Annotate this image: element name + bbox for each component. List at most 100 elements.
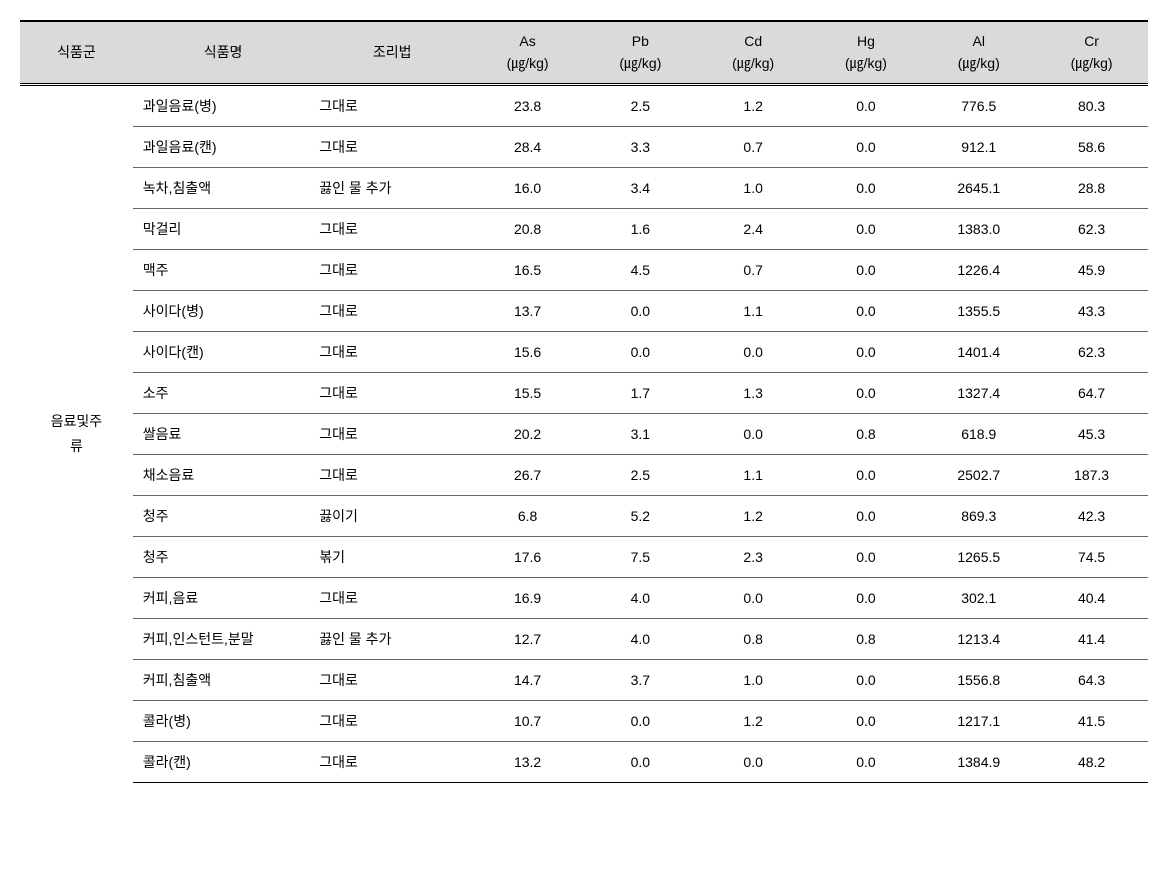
food-name-cell: 쌀음료	[133, 413, 313, 454]
pb-value-cell: 0.0	[584, 290, 697, 331]
method-cell: 끓인 물 추가	[313, 167, 471, 208]
header-cr-label: Cr	[1084, 33, 1099, 49]
al-value-cell: 1213.4	[922, 618, 1035, 659]
cd-value-cell: 0.8	[697, 618, 810, 659]
method-cell: 볶기	[313, 536, 471, 577]
hg-value-cell: 0.0	[810, 700, 923, 741]
al-value-cell: 302.1	[922, 577, 1035, 618]
as-value-cell: 16.5	[471, 249, 584, 290]
header-food: 식품명	[133, 21, 313, 84]
food-name-cell: 청주	[133, 536, 313, 577]
header-pb-label: Pb	[632, 33, 649, 49]
cr-value-cell: 80.3	[1035, 84, 1148, 126]
cd-value-cell: 0.0	[697, 577, 810, 618]
as-value-cell: 20.2	[471, 413, 584, 454]
hg-value-cell: 0.0	[810, 454, 923, 495]
cr-value-cell: 62.3	[1035, 331, 1148, 372]
method-cell: 그대로	[313, 372, 471, 413]
cd-value-cell: 1.1	[697, 454, 810, 495]
cr-value-cell: 42.3	[1035, 495, 1148, 536]
al-value-cell: 1401.4	[922, 331, 1035, 372]
table-row: 맥주그대로16.54.50.70.01226.445.9	[20, 249, 1148, 290]
al-value-cell: 1327.4	[922, 372, 1035, 413]
pb-value-cell: 4.0	[584, 618, 697, 659]
food-name-cell: 커피,음료	[133, 577, 313, 618]
header-cd-unit: (㎍/kg)	[732, 55, 774, 71]
cd-value-cell: 1.1	[697, 290, 810, 331]
method-cell: 그대로	[313, 413, 471, 454]
pb-value-cell: 3.3	[584, 126, 697, 167]
as-value-cell: 16.9	[471, 577, 584, 618]
cd-value-cell: 0.0	[697, 741, 810, 782]
pb-value-cell: 2.5	[584, 454, 697, 495]
pb-value-cell: 0.0	[584, 331, 697, 372]
method-cell: 그대로	[313, 331, 471, 372]
al-value-cell: 869.3	[922, 495, 1035, 536]
cd-value-cell: 1.3	[697, 372, 810, 413]
header-pb: Pb(㎍/kg)	[584, 21, 697, 84]
table-body: 음료및주류과일음료(병)그대로23.82.51.20.0776.580.3과일음…	[20, 84, 1148, 782]
cr-value-cell: 64.3	[1035, 659, 1148, 700]
cr-value-cell: 45.9	[1035, 249, 1148, 290]
header-method: 조리법	[313, 21, 471, 84]
food-name-cell: 녹차,침출액	[133, 167, 313, 208]
food-name-cell: 콜라(캔)	[133, 741, 313, 782]
al-value-cell: 1265.5	[922, 536, 1035, 577]
pb-value-cell: 0.0	[584, 741, 697, 782]
al-value-cell: 1556.8	[922, 659, 1035, 700]
method-cell: 끓이기	[313, 495, 471, 536]
table-row: 커피,인스턴트,분말끓인 물 추가12.74.00.80.81213.441.4	[20, 618, 1148, 659]
al-value-cell: 1226.4	[922, 249, 1035, 290]
food-name-cell: 콜라(병)	[133, 700, 313, 741]
hg-value-cell: 0.0	[810, 290, 923, 331]
food-name-cell: 소주	[133, 372, 313, 413]
cr-value-cell: 40.4	[1035, 577, 1148, 618]
header-as: As(㎍/kg)	[471, 21, 584, 84]
pb-value-cell: 0.0	[584, 700, 697, 741]
hg-value-cell: 0.0	[810, 84, 923, 126]
table-row: 녹차,침출액끓인 물 추가16.03.41.00.02645.128.8	[20, 167, 1148, 208]
method-cell: 그대로	[313, 454, 471, 495]
method-cell: 그대로	[313, 577, 471, 618]
cr-value-cell: 43.3	[1035, 290, 1148, 331]
food-name-cell: 막걸리	[133, 208, 313, 249]
hg-value-cell: 0.0	[810, 659, 923, 700]
as-value-cell: 12.7	[471, 618, 584, 659]
table-header: 식품군 식품명 조리법 As(㎍/kg) Pb(㎍/kg) Cd(㎍/kg) H…	[20, 21, 1148, 84]
hg-value-cell: 0.0	[810, 372, 923, 413]
header-cr-unit: (㎍/kg)	[1071, 55, 1113, 71]
cd-value-cell: 2.4	[697, 208, 810, 249]
table-row: 소주그대로15.51.71.30.01327.464.7	[20, 372, 1148, 413]
as-value-cell: 10.7	[471, 700, 584, 741]
food-name-cell: 과일음료(병)	[133, 84, 313, 126]
pb-value-cell: 1.6	[584, 208, 697, 249]
cr-value-cell: 45.3	[1035, 413, 1148, 454]
header-as-unit: (㎍/kg)	[507, 55, 549, 71]
food-name-cell: 채소음료	[133, 454, 313, 495]
hg-value-cell: 0.0	[810, 249, 923, 290]
cr-value-cell: 187.3	[1035, 454, 1148, 495]
table-row: 커피,음료그대로16.94.00.00.0302.140.4	[20, 577, 1148, 618]
method-cell: 그대로	[313, 290, 471, 331]
hg-value-cell: 0.0	[810, 126, 923, 167]
cr-value-cell: 28.8	[1035, 167, 1148, 208]
method-cell: 끓인 물 추가	[313, 618, 471, 659]
al-value-cell: 1217.1	[922, 700, 1035, 741]
table-row: 콜라(캔)그대로13.20.00.00.01384.948.2	[20, 741, 1148, 782]
as-value-cell: 14.7	[471, 659, 584, 700]
as-value-cell: 16.0	[471, 167, 584, 208]
al-value-cell: 912.1	[922, 126, 1035, 167]
al-value-cell: 1355.5	[922, 290, 1035, 331]
pb-value-cell: 5.2	[584, 495, 697, 536]
food-name-cell: 커피,인스턴트,분말	[133, 618, 313, 659]
header-al-unit: (㎍/kg)	[958, 55, 1000, 71]
cd-value-cell: 1.0	[697, 659, 810, 700]
category-cell: 음료및주류	[20, 84, 133, 782]
al-value-cell: 776.5	[922, 84, 1035, 126]
hg-value-cell: 0.0	[810, 577, 923, 618]
table-row: 과일음료(캔)그대로28.43.30.70.0912.158.6	[20, 126, 1148, 167]
pb-value-cell: 3.7	[584, 659, 697, 700]
as-value-cell: 20.8	[471, 208, 584, 249]
as-value-cell: 23.8	[471, 84, 584, 126]
header-al: Al(㎍/kg)	[922, 21, 1035, 84]
